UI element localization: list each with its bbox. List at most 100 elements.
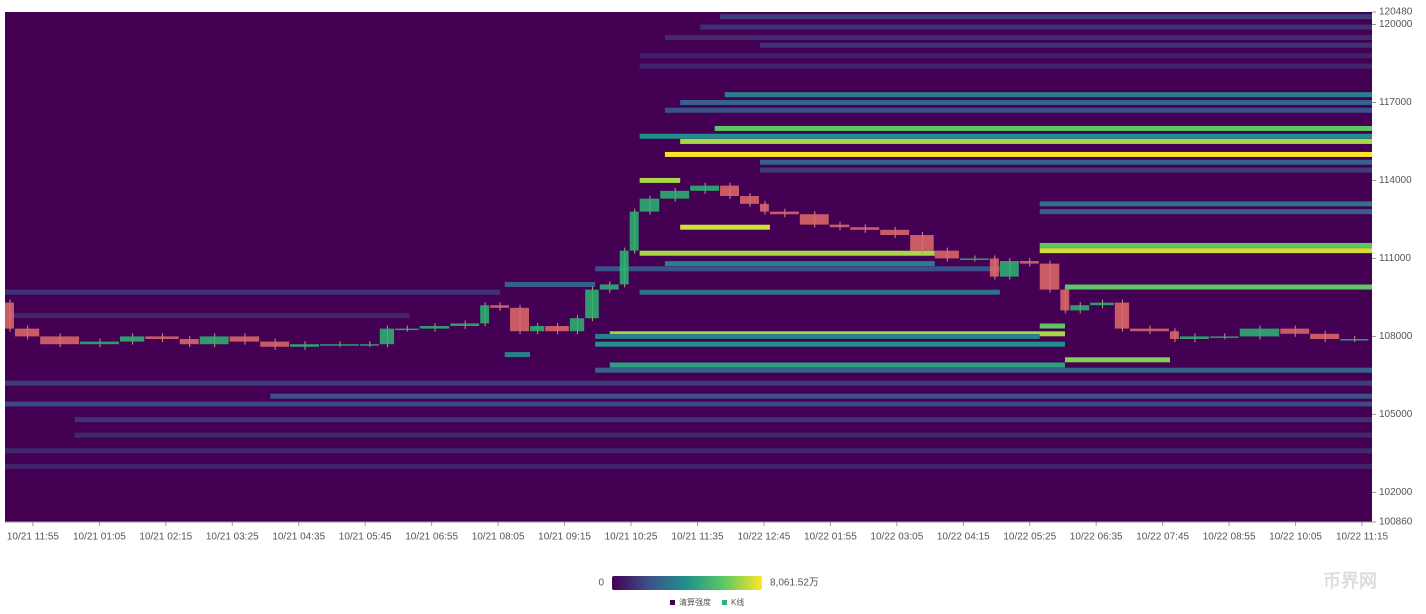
candle — [199, 336, 229, 345]
candle — [1179, 336, 1209, 340]
x-tick-label: 10/22 05:25 — [1003, 532, 1056, 543]
liquidation-band — [595, 367, 1372, 373]
candle — [999, 261, 1019, 277]
candle — [910, 235, 934, 251]
candle — [179, 339, 199, 345]
liquidation-band — [1064, 284, 1372, 290]
liquidation-band — [504, 281, 596, 287]
liquidation-band — [664, 151, 1372, 157]
legend-swatch — [722, 600, 727, 605]
candle — [5, 302, 14, 329]
legend-label: K线 — [731, 597, 744, 607]
liquidation-band — [1039, 201, 1372, 207]
liquidation-band — [504, 352, 531, 358]
candle — [639, 198, 660, 212]
liquidation-band — [5, 380, 1372, 386]
candle — [934, 250, 959, 259]
candle — [359, 344, 379, 346]
x-tick-label: 10/21 09:15 — [538, 532, 591, 543]
candle — [480, 305, 490, 324]
liquidation-band — [74, 432, 1372, 438]
liquidation-band — [595, 266, 1000, 272]
liquidation-band — [680, 99, 1372, 105]
candle — [1310, 333, 1340, 340]
liquidation-band — [639, 177, 681, 183]
candle — [660, 190, 690, 199]
liquidation-band — [680, 224, 770, 230]
candle — [80, 341, 119, 345]
candle — [450, 323, 480, 327]
candle — [1239, 328, 1280, 337]
liquidation-band — [609, 331, 1065, 337]
y-tick-label: 120480 — [1379, 7, 1413, 18]
x-tick-label: 10/22 10:05 — [1269, 532, 1322, 543]
candle — [629, 211, 639, 251]
candle — [1114, 302, 1130, 329]
candle — [1039, 263, 1060, 290]
x-tick-label: 10/21 02:15 — [139, 532, 192, 543]
liquidation-band — [639, 63, 1372, 69]
candle — [145, 336, 179, 340]
candle — [959, 258, 989, 260]
liquidation-band — [1039, 242, 1372, 248]
candle — [229, 336, 260, 342]
candle — [395, 328, 419, 331]
x-tick-label: 10/21 01:05 — [73, 532, 126, 543]
colorbar — [612, 576, 762, 590]
candle — [379, 328, 395, 345]
x-tick-label: 10/21 03:25 — [206, 532, 259, 543]
x-tick-label: 10/21 05:45 — [339, 532, 392, 543]
liquidation-band — [5, 448, 1372, 454]
candle — [720, 185, 740, 197]
colorbar-min: 0 — [598, 578, 604, 589]
candle — [850, 227, 880, 230]
liquidation-band — [720, 14, 1372, 20]
x-tick-label: 10/22 08:55 — [1203, 532, 1256, 543]
x-tick-label: 10/22 06:35 — [1070, 532, 1123, 543]
candle — [585, 289, 599, 319]
x-tick-label: 10/21 06:55 — [405, 532, 458, 543]
candle — [1280, 328, 1310, 334]
y-tick-label: 114000 — [1379, 175, 1412, 186]
legend-swatch — [670, 600, 675, 605]
liquidation-band — [5, 463, 1372, 469]
candle — [799, 214, 829, 225]
x-tick-label: 10/21 11:35 — [671, 532, 724, 543]
x-tick-label: 10/21 11:55 — [7, 532, 60, 543]
candle — [510, 307, 530, 332]
candle — [1209, 336, 1239, 338]
candle — [829, 224, 850, 228]
liquidation-band — [759, 167, 1372, 173]
liquidation-band — [680, 138, 1372, 144]
liquidation-band — [1039, 209, 1372, 215]
candle — [260, 341, 290, 347]
y-tick-label: 108000 — [1379, 331, 1413, 342]
candle — [1090, 302, 1114, 306]
y-tick-label: 102000 — [1379, 487, 1413, 498]
candle — [14, 328, 40, 337]
candle — [290, 344, 320, 347]
liquidation-band — [270, 393, 1373, 399]
candle — [619, 250, 629, 285]
liquidation-band — [1064, 357, 1170, 363]
watermark: 币界网 — [1323, 571, 1377, 591]
liquidation-band — [609, 362, 1065, 368]
liquidation-band — [700, 24, 1372, 30]
candle — [989, 258, 999, 277]
candle — [1019, 261, 1039, 264]
candle — [119, 336, 145, 342]
candle — [1340, 339, 1369, 341]
candle — [1169, 331, 1179, 340]
liquidation-band — [759, 42, 1372, 48]
candle — [690, 185, 720, 191]
y-tick-label: 120000 — [1379, 19, 1413, 30]
candle — [320, 344, 359, 346]
liquidation-band — [5, 401, 1372, 407]
candle — [569, 318, 585, 332]
liquidation-band — [664, 34, 1372, 40]
liquidation-band — [639, 250, 935, 256]
y-tick-label: 117000 — [1379, 97, 1412, 108]
candle — [759, 203, 769, 212]
y-tick-label: 111000 — [1379, 253, 1411, 264]
